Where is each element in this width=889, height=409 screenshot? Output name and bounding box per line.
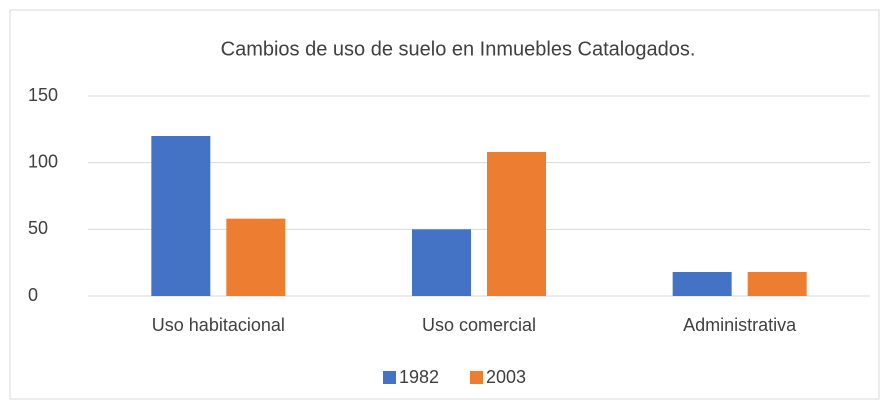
y-tick-label: 0 [28, 285, 38, 305]
bar [672, 272, 732, 296]
bar [412, 229, 471, 296]
bar [747, 272, 807, 296]
legend-label: 2003 [486, 367, 526, 387]
legend-swatch [470, 371, 483, 384]
bar [226, 218, 286, 296]
x-tick-label: Administrativa [683, 315, 797, 335]
bar [151, 136, 211, 296]
x-tick-label: Uso habitacional [152, 315, 285, 335]
chart-border [9, 9, 880, 400]
chart-title: Cambios de uso de suelo en Inmuebles Cat… [221, 38, 696, 60]
y-tick-label: 150 [28, 85, 58, 105]
y-tick-label: 50 [28, 218, 48, 238]
x-tick-label: Uso comercial [422, 315, 536, 335]
legend-label: 1982 [399, 367, 439, 387]
y-tick-label: 100 [28, 151, 58, 171]
bar [487, 152, 546, 296]
legend-swatch [383, 371, 396, 384]
